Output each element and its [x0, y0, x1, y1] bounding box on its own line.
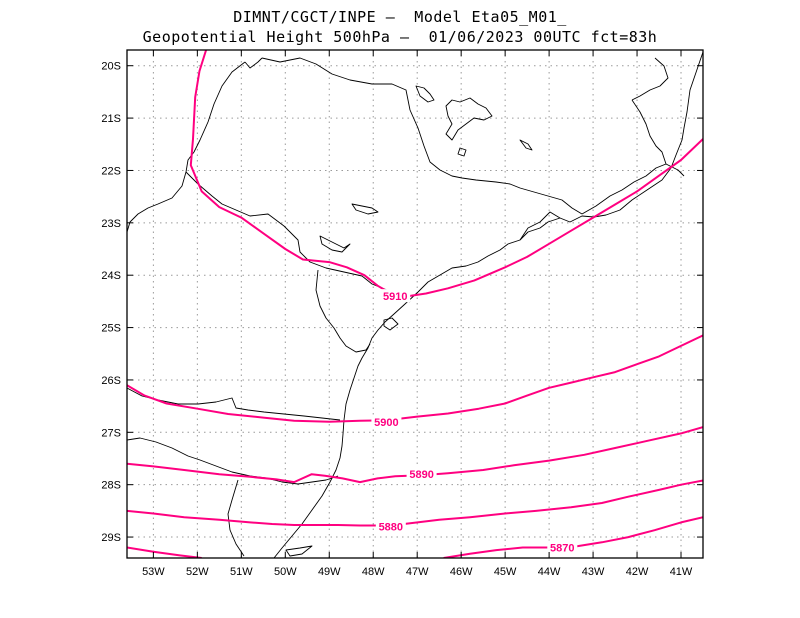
- contour-5880: [127, 479, 703, 527]
- border-pr-north: [315, 269, 371, 353]
- reservoir: [415, 85, 435, 103]
- plot-frame: [126, 49, 704, 559]
- border-parana-river: [127, 61, 246, 233]
- border-mg-es: [631, 99, 667, 165]
- lat-tick-label: 28S: [101, 480, 121, 492]
- border-rs-west: [227, 479, 245, 557]
- border-ms-sp: [244, 57, 263, 69]
- title-line-2: Geopotential Height 500hPa – 01/06/2023 …: [142, 28, 658, 46]
- bay-outline: [383, 317, 399, 331]
- lon-tick-label: 45W: [494, 566, 517, 578]
- contour-label-bg: [380, 289, 411, 303]
- title-line-1: DIMNT/CGCT/INPE – Model Eta05_M01_: [233, 8, 567, 26]
- contour-5890: [127, 426, 703, 484]
- coastline-and-borders: [127, 51, 703, 558]
- reservoir: [351, 203, 379, 215]
- lat-tick-label: 24S: [101, 270, 121, 282]
- lat-tick-label: 26S: [101, 375, 121, 387]
- lat-tick-label: 25S: [101, 323, 121, 335]
- lat-tick-label: 29S: [101, 532, 121, 544]
- contour-label-5910: 5910: [383, 291, 407, 303]
- lon-tick-label: 47W: [406, 566, 429, 578]
- border-ba-mg: [631, 57, 669, 101]
- border-sp-pr: [185, 171, 411, 303]
- contour-label-bg: [406, 467, 437, 481]
- contour-label-5880: 5880: [379, 522, 403, 534]
- lon-tick-label: 49W: [318, 566, 341, 578]
- lat-tick-label: 22S: [101, 165, 121, 177]
- lon-tick-label: 42W: [626, 566, 649, 578]
- lat-tick-label: 21S: [101, 113, 121, 125]
- contour-label-bg: [375, 519, 406, 533]
- lat-tick-label: 23S: [101, 218, 121, 230]
- gridlines: [127, 50, 703, 558]
- contour-labels: 5910 5900 5890 5880 5870: [371, 289, 578, 555]
- lon-tick-label: 46W: [450, 566, 473, 578]
- reservoir: [319, 235, 351, 253]
- border-sp-rj: [519, 211, 561, 241]
- lat-tick-label: 27S: [101, 427, 121, 439]
- contour-5870: [127, 546, 202, 558]
- reservoir: [457, 147, 467, 157]
- reservoir: [445, 97, 493, 141]
- lat-tick-label: 20S: [101, 61, 121, 73]
- lon-tick-label: 44W: [538, 566, 561, 578]
- axes: 53W 52W 51W 50W 49W 48W 47W 46W 45W 44W 43W 42W 41W 2…: [101, 50, 703, 578]
- lagoon: [285, 545, 313, 557]
- lon-tick-label: 50W: [274, 566, 297, 578]
- lon-tick-label: 41W: [670, 566, 693, 578]
- contour-label-5900: 5900: [374, 417, 398, 429]
- lon-tick-label: 51W: [230, 566, 253, 578]
- lon-tick-label: 43W: [582, 566, 605, 578]
- reservoir: [519, 139, 533, 151]
- border-mg-sp: [261, 57, 583, 215]
- border-sc-rs: [127, 437, 339, 485]
- contour-label-bg: [547, 540, 578, 554]
- lon-tick-label: 52W: [186, 566, 209, 578]
- contour-label-5890: 5890: [409, 469, 433, 481]
- contour-label-5870: 5870: [550, 543, 574, 555]
- coastline: [273, 51, 703, 558]
- lon-tick-label: 53W: [142, 566, 165, 578]
- contour-5900: [127, 334, 703, 423]
- geopotential-contours: [127, 50, 703, 558]
- contour-label-bg: [371, 414, 402, 428]
- lon-tick-label: 48W: [362, 566, 385, 578]
